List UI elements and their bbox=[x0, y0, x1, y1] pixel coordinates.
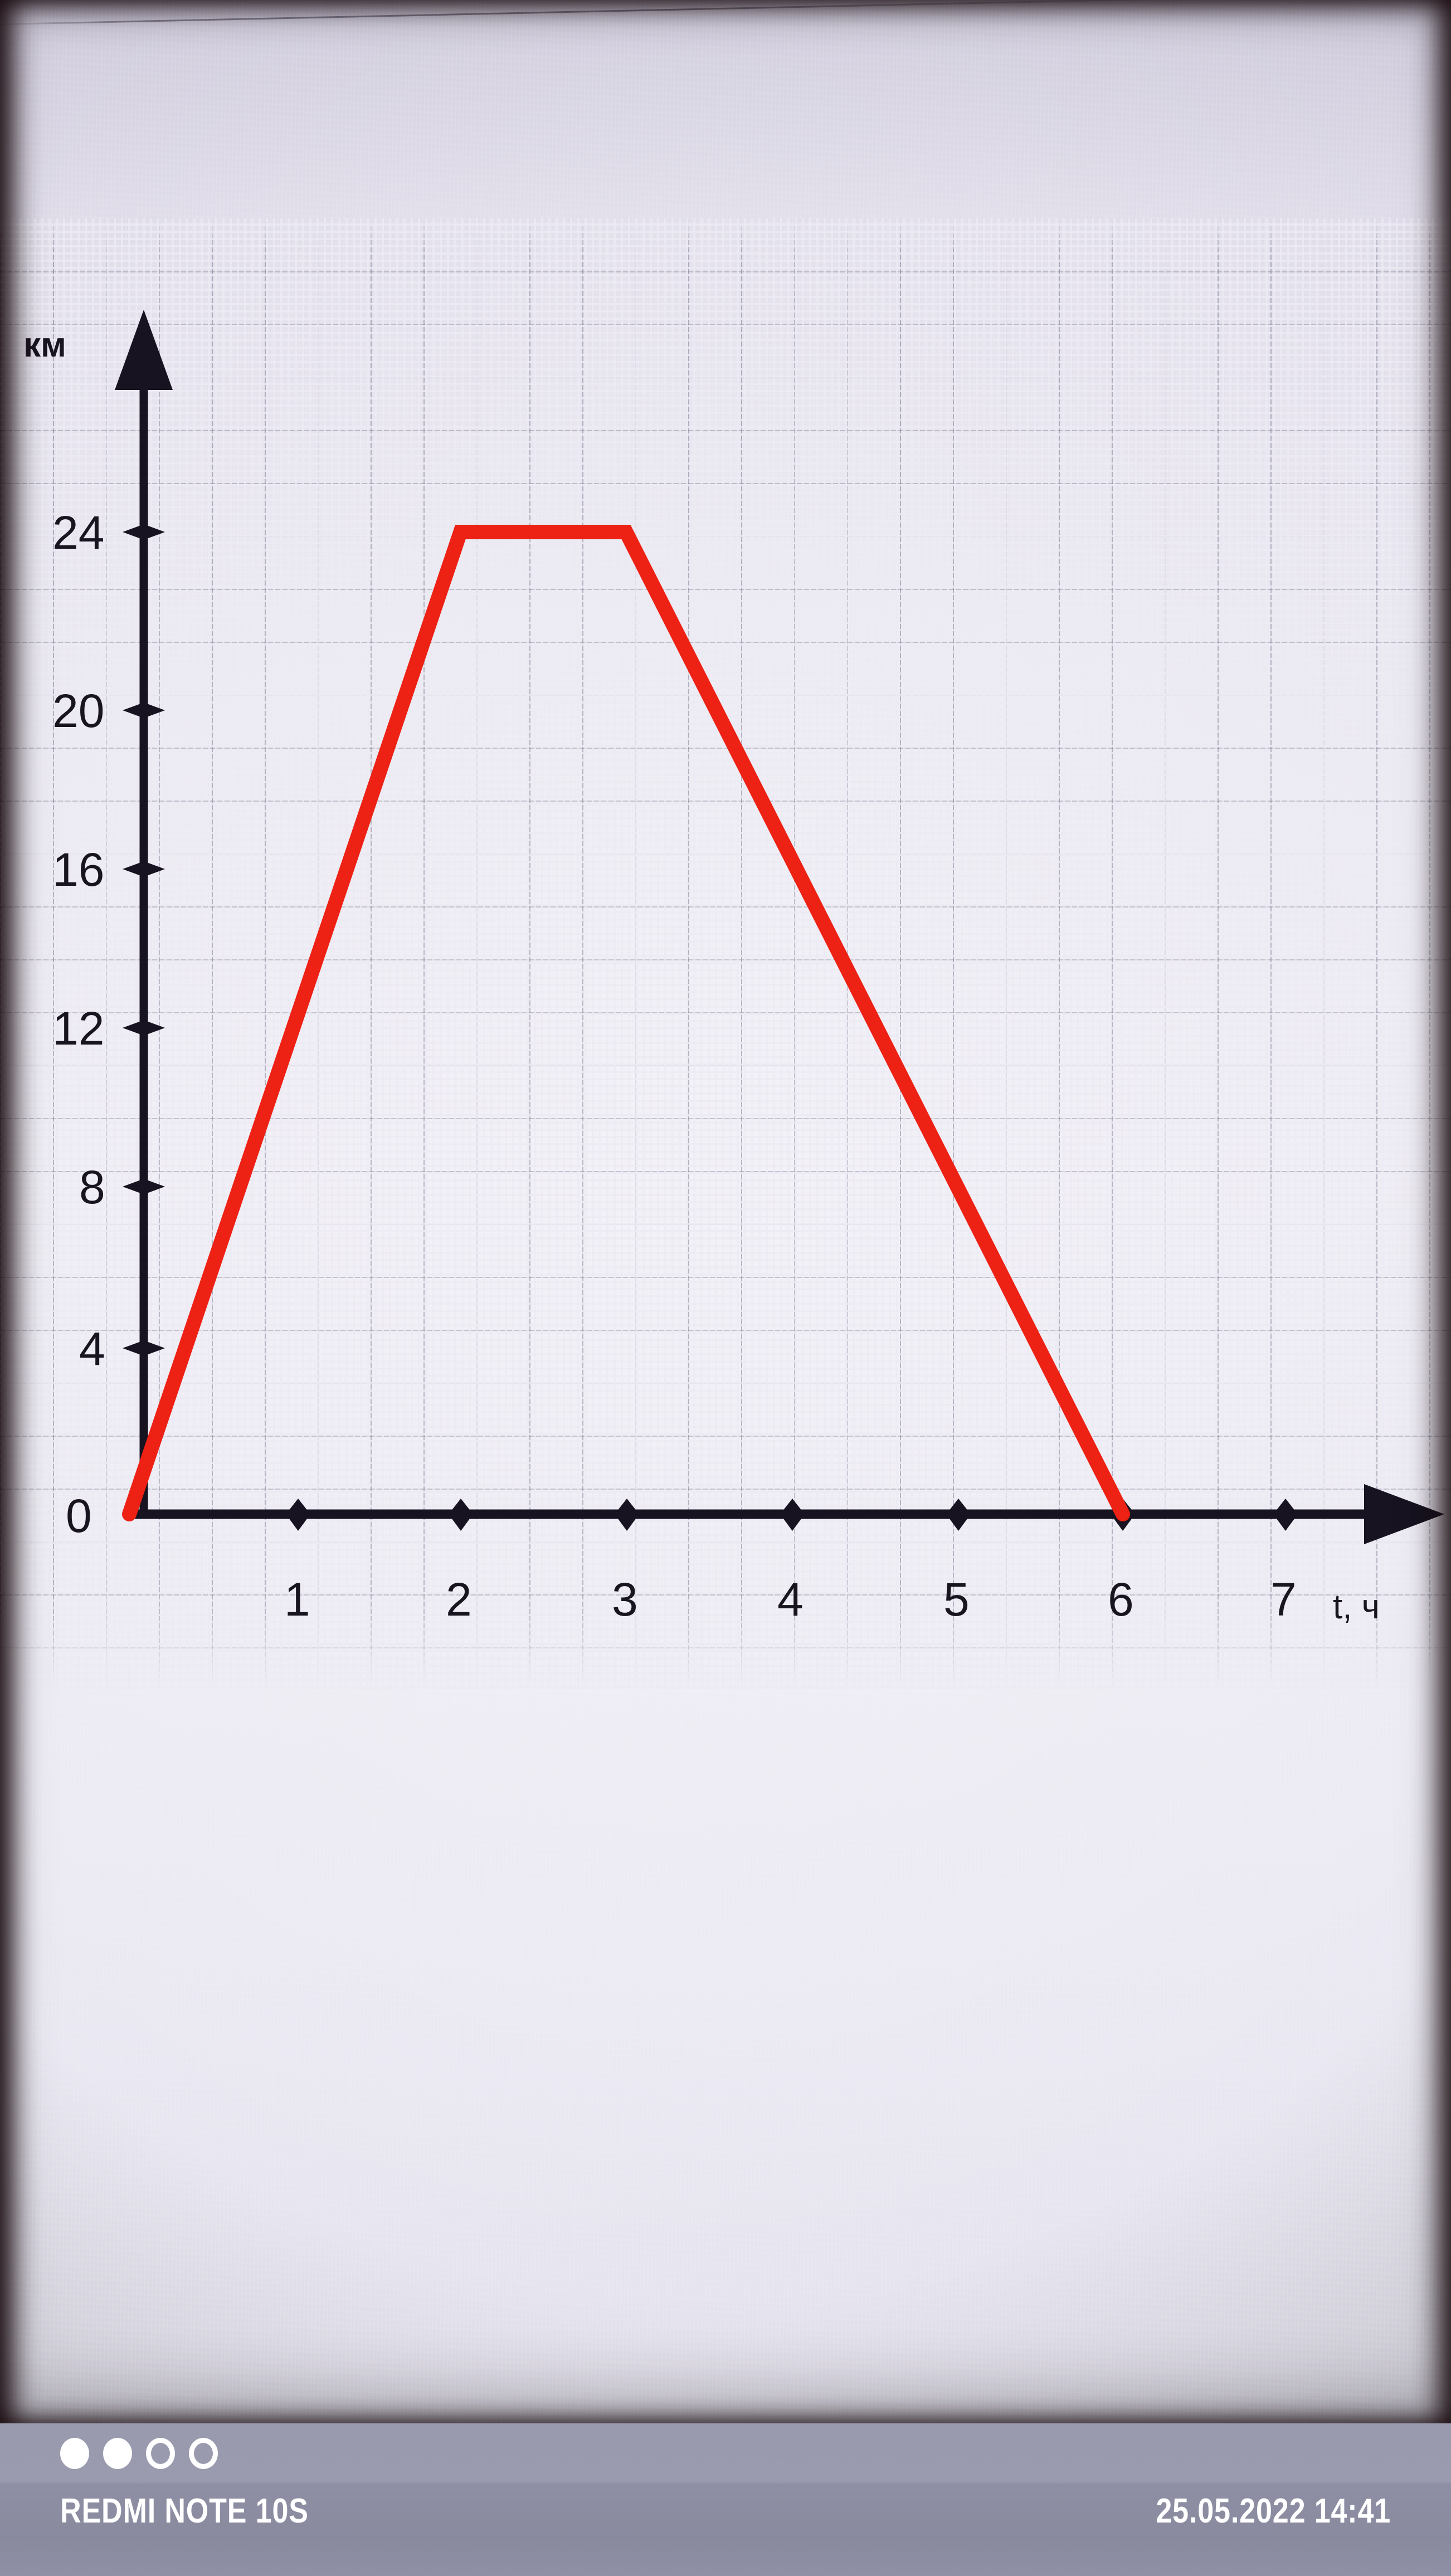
camera-watermark-bar: REDMI NOTE 10S 25.05.2022 14:41 bbox=[0, 2423, 1451, 2576]
page-dot-3[interactable] bbox=[146, 2438, 175, 2469]
timestamp-watermark: 25.05.2022 14:41 bbox=[1156, 2492, 1391, 2530]
page-dot-4[interactable] bbox=[189, 2438, 218, 2469]
graph-paper-photo bbox=[0, 0, 1451, 2423]
device-watermark: REDMI NOTE 10S bbox=[60, 2492, 309, 2530]
page-dot-1[interactable] bbox=[60, 2438, 89, 2469]
page-indicator-dots bbox=[60, 2438, 218, 2469]
page-dot-2[interactable] bbox=[103, 2438, 132, 2469]
